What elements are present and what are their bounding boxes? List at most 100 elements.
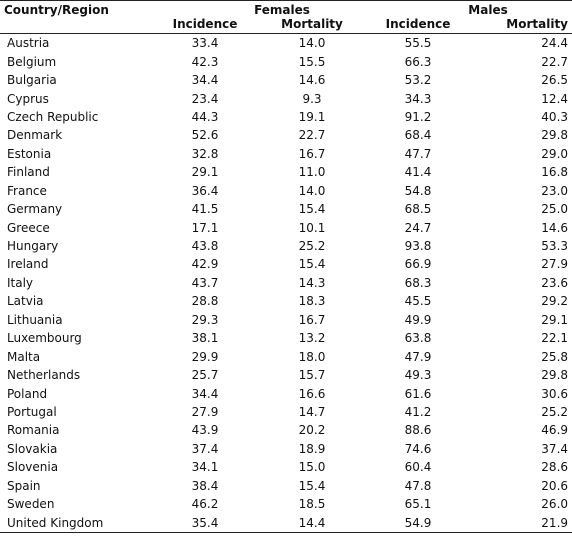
males-mortality-cell: 53.3 (541, 239, 569, 254)
males-group-header: Males (364, 0, 572, 17)
males-mortality-cell: 37.4 (541, 441, 569, 456)
females-mortality-cell: 15.7 (298, 368, 326, 383)
females-mortality-cell: 9.3 (302, 91, 322, 106)
table-row: Italy 43.7 14.3 68.3 23.6 (0, 274, 572, 292)
males-incidence-cell: 65.1 (404, 497, 432, 512)
males-mortality-cell: 25.8 (541, 349, 569, 364)
table-row: Sweden 46.2 18.5 65.1 26.0 (0, 495, 572, 513)
females-mortality-cell: 22.7 (298, 128, 326, 143)
males-mortality-cell: 29.8 (541, 128, 569, 143)
females-incidence-cell: 32.8 (191, 146, 219, 161)
males-incidence-cell: 47.9 (404, 349, 432, 364)
table-row: Poland 34.4 16.6 61.6 30.6 (0, 384, 572, 402)
males-mortality-cell: 40.3 (541, 109, 569, 124)
country-name-cell: Estonia (7, 146, 52, 161)
males-incidence-cell: 74.6 (404, 441, 432, 456)
females-incidence-cell: 17.1 (191, 220, 219, 235)
males-incidence-cell: 49.9 (404, 312, 432, 327)
females-incidence-cell: 34.1 (191, 460, 219, 475)
females-incidence-cell: 33.4 (191, 36, 219, 51)
males-mortality-cell: 16.8 (541, 165, 569, 180)
females-mortality-cell: 15.0 (298, 460, 326, 475)
females-mortality-cell: 10.1 (298, 220, 326, 235)
males-incidence-cell: 53.2 (404, 73, 432, 88)
country-name-cell: Hungary (7, 239, 59, 254)
females-mortality-cell: 18.5 (298, 497, 326, 512)
females-incidence-cell: 42.3 (191, 54, 219, 69)
males-mortality-cell: 29.8 (541, 368, 569, 383)
males-incidence-cell: 63.8 (404, 331, 432, 346)
males-incidence-cell: 45.5 (404, 294, 432, 309)
females-mortality-cell: 15.4 (298, 202, 326, 217)
country-name-cell: Germany (7, 202, 63, 217)
males-incidence-cell: 41.4 (404, 165, 432, 180)
females-incidence-cell: 23.4 (191, 91, 219, 106)
table-row: Estonia 32.8 16.7 47.7 29.0 (0, 145, 572, 163)
country-name-cell: Slovakia (7, 441, 58, 456)
males-incidence-cell: 54.9 (364, 513, 473, 533)
table-row: Portugal 27.9 14.7 41.2 25.2 (0, 403, 572, 421)
table-row: Hungary 43.8 25.2 93.8 53.3 (0, 237, 572, 255)
country-name-cell: Italy (7, 275, 34, 290)
females-incidence-cell: 34.4 (191, 73, 219, 88)
males-incidence-cell: 66.3 (404, 54, 432, 69)
empty-header-cell (0, 17, 150, 34)
males-mortality-cell: 27.9 (541, 257, 569, 272)
males-mortality-cell: 26.5 (541, 73, 569, 88)
females-mortality-cell: 20.2 (298, 423, 326, 438)
males-incidence-cell: 68.3 (404, 275, 432, 290)
country-name-cell: Malta (7, 349, 41, 364)
females-mortality-cell: 16.7 (298, 146, 326, 161)
females-incidence-cell: 42.9 (191, 257, 219, 272)
females-incidence-cell: 34.4 (191, 386, 219, 401)
females-incidence-header: Incidence (150, 17, 260, 34)
table-row: Ireland 42.9 15.4 66.9 27.9 (0, 255, 572, 273)
males-incidence-cell: 66.9 (404, 257, 432, 272)
country-name-cell: Belgium (7, 54, 57, 69)
females-mortality-cell: 16.7 (298, 312, 326, 327)
males-incidence-cell: 60.4 (404, 460, 432, 475)
females-incidence-cell: 35.4 (150, 513, 260, 533)
males-mortality-cell: 25.0 (541, 202, 569, 217)
males-incidence-cell: 41.2 (404, 404, 432, 419)
table-row: Lithuania 29.3 16.7 49.9 29.1 (0, 311, 572, 329)
females-mortality-cell: 14.6 (298, 73, 326, 88)
table-row: Slovenia 34.1 15.0 60.4 28.6 (0, 458, 572, 476)
table-row: Latvia 28.8 18.3 45.5 29.2 (0, 292, 572, 310)
table-row: Austria 33.4 14.0 55.5 24.4 (0, 34, 572, 53)
table-row: Denmark 52.6 22.7 68.4 29.8 (0, 126, 572, 144)
table-row: Bulgaria 34.4 14.6 53.2 26.5 (0, 71, 572, 89)
males-mortality-cell: 23.6 (541, 275, 569, 290)
table-row: Luxembourg 38.1 13.2 63.8 22.1 (0, 329, 572, 347)
country-name-cell: Latvia (7, 294, 44, 309)
males-mortality-cell: 29.1 (541, 312, 569, 327)
females-incidence-cell: 52.6 (191, 128, 219, 143)
males-mortality-cell: 22.1 (541, 331, 569, 346)
table-row: Malta 29.9 18.0 47.9 25.8 (0, 347, 572, 365)
country-name-cell: Ireland (7, 257, 49, 272)
females-incidence-cell: 27.9 (191, 404, 219, 419)
country-name-cell: Cyprus (7, 91, 49, 106)
country-name-cell: Finland (7, 165, 50, 180)
females-mortality-cell: 14.0 (298, 36, 326, 51)
country-region-header: Country/Region (0, 0, 150, 17)
females-mortality-cell: 14.3 (298, 275, 326, 290)
females-incidence-cell: 46.2 (191, 497, 219, 512)
males-incidence-header: Incidence (364, 17, 473, 34)
table-row: Greece 17.1 10.1 24.7 14.6 (0, 218, 572, 236)
females-incidence-cell: 38.1 (191, 331, 219, 346)
country-name-cell: Spain (7, 478, 41, 493)
females-group-header: Females (150, 0, 365, 17)
females-incidence-cell: 38.4 (191, 478, 219, 493)
table-row: Finland 29.1 11.0 41.4 16.8 (0, 163, 572, 181)
table-row: Czech Republic 44.3 19.1 91.2 40.3 (0, 108, 572, 126)
females-mortality-cell: 11.0 (298, 165, 326, 180)
females-mortality-cell: 18.0 (298, 349, 326, 364)
females-incidence-cell: 43.9 (191, 423, 219, 438)
males-mortality-cell: 12.4 (541, 91, 569, 106)
males-mortality-cell: 25.2 (541, 404, 569, 419)
males-mortality-cell: 29.0 (541, 146, 569, 161)
females-incidence-cell: 28.8 (191, 294, 219, 309)
